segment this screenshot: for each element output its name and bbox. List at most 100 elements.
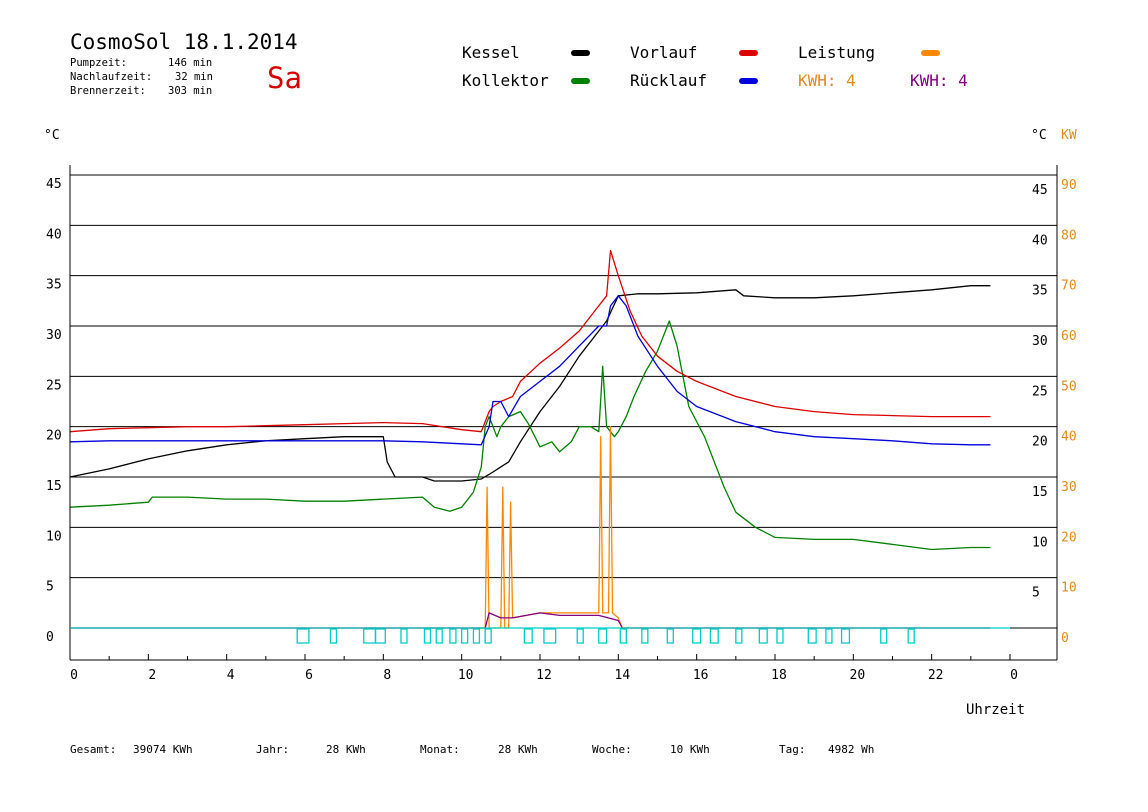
pump-interval	[363, 628, 377, 644]
y-tick-label: 5	[46, 580, 54, 595]
legend-leistung-label: Leistung	[798, 43, 876, 62]
weekday-label: Sa	[267, 61, 302, 95]
nachlaufzeit-value: 32 min	[175, 71, 213, 83]
x-axis-label: Uhrzeit	[966, 702, 1026, 718]
kw-tick-label: 50	[1061, 379, 1077, 394]
y-tick-label: 35	[46, 278, 62, 293]
legend-kwh-orange: KWH: 4	[798, 71, 856, 90]
x-tick-label: 4	[227, 668, 235, 683]
brennerzeit-value: 303 min	[168, 85, 213, 97]
pump-interval	[374, 628, 386, 644]
y-right-tick-label: 10	[1032, 535, 1048, 550]
y-right-tick-label: 30	[1032, 334, 1048, 349]
pump-interval	[880, 628, 888, 644]
legend-kollektor-swatch	[571, 78, 590, 84]
total-woche-value: 10 KWh	[670, 743, 710, 756]
pump-interval	[576, 628, 584, 644]
legend-ruecklauf-label: Rücklauf	[630, 71, 708, 90]
y-tick-label: 20	[46, 429, 62, 444]
pump-interval	[423, 628, 432, 644]
total-monat-value: 28 KWh	[498, 743, 538, 756]
pump-interval	[484, 628, 492, 644]
y-right-tick-label: 35	[1032, 284, 1048, 299]
y-right-tick-label: 20	[1032, 435, 1048, 450]
pump-interval	[619, 628, 627, 644]
y-tick-label: 30	[46, 328, 62, 343]
pump-interval	[758, 628, 768, 644]
total-gesamt-label: Gesamt:	[70, 743, 117, 756]
y-tick-label: 40	[46, 227, 62, 242]
pump-interval	[598, 628, 608, 644]
pumpzeit-label: Pumpzeit:	[70, 57, 127, 69]
pump-interval	[435, 628, 443, 644]
pump-interval	[449, 628, 457, 644]
kw-tick-label: 70	[1061, 279, 1077, 294]
x-tick-label: 18	[771, 668, 787, 683]
legend-vorlauf-swatch	[739, 50, 758, 56]
pump-interval	[840, 628, 851, 644]
series-kollektor	[69, 320, 991, 551]
legend-kessel-swatch	[571, 50, 590, 56]
x-tick-label: 16	[693, 668, 709, 683]
kw-tick-label: 0	[1061, 631, 1069, 646]
total-tag-label: Tag:	[779, 743, 806, 756]
legend-kollektor-label: Kollektor	[462, 71, 549, 90]
pumpzeit-value: 146 min	[168, 57, 213, 69]
x-tick-label: 2	[148, 668, 156, 683]
pump-interval	[692, 628, 702, 644]
series-kessel	[69, 285, 991, 482]
x-tick-label: 14	[615, 668, 631, 683]
brennerzeit-label: Brennerzeit:	[70, 85, 146, 97]
kw-tick-label: 40	[1061, 430, 1077, 445]
pump-interval	[807, 628, 817, 644]
y-tick-label: 0	[46, 630, 54, 645]
pump-interval	[907, 628, 915, 644]
x-tick-label: 0	[1010, 668, 1018, 683]
pump-interval	[735, 628, 743, 644]
kw-tick-label: 90	[1061, 178, 1077, 193]
y-tick-label: 15	[46, 479, 62, 494]
total-woche-label: Woche:	[592, 743, 632, 756]
kw-tick-label: 10	[1061, 581, 1077, 596]
x-tick-label: 12	[536, 668, 552, 683]
total-gesamt-value: 39074 KWh	[133, 743, 193, 756]
total-monat-label: Monat:	[420, 743, 460, 756]
legend-kwh-purple: KWH: 4	[910, 71, 968, 90]
pump-interval	[543, 628, 557, 644]
x-tick-label: 20	[850, 668, 866, 683]
pump-interval	[296, 628, 310, 644]
y-tick-label: 45	[46, 177, 62, 192]
x-tick-label: 0	[70, 668, 78, 683]
y-right-tick-label: 15	[1032, 485, 1048, 500]
legend-vorlauf-label: Vorlauf	[630, 43, 698, 62]
y-right-tick-label: 25	[1032, 384, 1048, 399]
y-tick-label: 25	[46, 378, 62, 393]
kw-tick-label: 30	[1061, 480, 1077, 495]
pump-interval	[472, 628, 481, 644]
total-jahr-value: 28 KWh	[326, 743, 366, 756]
x-tick-label: 6	[305, 668, 313, 683]
legend-ruecklauf-swatch	[739, 78, 758, 84]
legend-leistung-swatch	[921, 50, 940, 56]
chart-title: CosmoSol 18.1.2014	[70, 30, 298, 54]
right-axis-unit-kw: KW	[1061, 128, 1077, 143]
nachlaufzeit-label: Nachlaufzeit:	[70, 71, 153, 83]
pump-interval	[523, 628, 533, 644]
pump-interval	[666, 628, 674, 644]
x-tick-label: 8	[383, 668, 391, 683]
y-right-tick-label: 45	[1032, 183, 1048, 198]
right-axis-unit-celsius: °C	[1031, 128, 1047, 143]
pump-interval	[709, 628, 719, 644]
y-right-tick-label: 40	[1032, 233, 1048, 248]
total-tag-value: 4982 Wh	[828, 743, 875, 756]
pump-interval	[400, 628, 408, 644]
pump-interval	[641, 628, 649, 644]
kw-tick-label: 80	[1061, 228, 1077, 243]
x-tick-label: 22	[928, 668, 944, 683]
kw-tick-label: 60	[1061, 329, 1077, 344]
series-vorlauf	[69, 249, 991, 433]
y-right-tick-label: 5	[1032, 586, 1040, 601]
series-kwh-4	[70, 612, 991, 629]
y-tick-label: 10	[46, 529, 62, 544]
